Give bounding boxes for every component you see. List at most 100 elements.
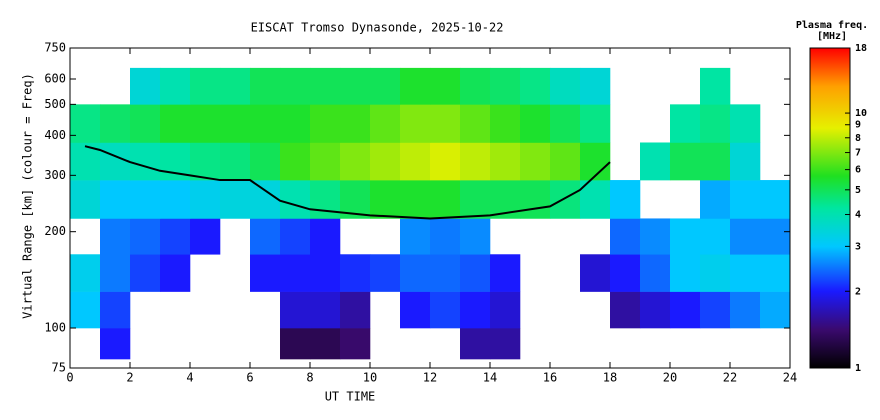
colorbar-tick-label: 3 [855, 241, 861, 252]
heatmap-cell [490, 67, 521, 105]
colorbar-tick-label: 6 [855, 165, 861, 176]
heatmap-cell [490, 291, 521, 329]
x-tick-label: 14 [483, 371, 497, 385]
x-tick-label: 22 [723, 371, 737, 385]
heatmap-cell [130, 67, 161, 105]
heatmap-cell [550, 104, 581, 143]
y-tick-label: 500 [44, 97, 66, 111]
heatmap-cell [310, 291, 341, 329]
heatmap-cell [370, 180, 401, 219]
heatmap-cell [370, 104, 401, 143]
heatmap-cell [220, 67, 251, 105]
heatmap-cell [400, 291, 431, 329]
heatmap-cell [520, 67, 551, 105]
heatmap-cell [190, 142, 221, 181]
heatmap-cell [280, 328, 311, 360]
y-tick-label: 400 [44, 128, 66, 142]
heatmap-cell [670, 218, 701, 255]
heatmap-cell [130, 254, 161, 292]
heatmap-cell [490, 328, 521, 360]
heatmap-cell [460, 328, 491, 360]
heatmap-cell [700, 291, 731, 329]
heatmap-cell [340, 254, 371, 292]
colorbar-tick-label: 18 [855, 43, 867, 54]
heatmap-cell [370, 142, 401, 181]
heatmap-cell [160, 218, 191, 255]
heatmap-cell [340, 67, 371, 105]
heatmap-cell [610, 291, 641, 329]
x-tick-label: 20 [663, 371, 677, 385]
heatmap-cell [730, 142, 761, 181]
heatmap-cell [700, 142, 731, 181]
heatmap-cell [550, 180, 581, 219]
y-axis-label: Virtual Range [km] (colour = Freq) [21, 73, 35, 319]
heatmap-cell [280, 180, 311, 219]
colorbar-tick-label: 1 [855, 363, 861, 374]
heatmap-cell [700, 67, 731, 105]
heatmap-cell [580, 142, 611, 181]
heatmap-cell [610, 254, 641, 292]
heatmap-cell [670, 104, 701, 143]
heatmap-cell [520, 180, 551, 219]
heatmap-cell [430, 254, 461, 292]
heatmap-cell [250, 142, 281, 181]
heatmap-cell [460, 254, 491, 292]
heatmap-cell [280, 291, 311, 329]
y-tick-label: 75 [52, 361, 66, 375]
heatmap-cell [160, 180, 191, 219]
heatmap-cell [310, 67, 341, 105]
heatmap-cell [400, 254, 431, 292]
x-tick-label: 4 [186, 371, 193, 385]
colorbar-tick-label: 10 [855, 108, 867, 119]
heatmap-cell [640, 254, 671, 292]
heatmap-cell [280, 142, 311, 181]
x-tick-label: 16 [543, 371, 557, 385]
heatmap-cell [280, 254, 311, 292]
heatmap-cell [580, 67, 611, 105]
heatmap-cell [70, 254, 101, 292]
heatmap-cell [700, 104, 731, 143]
heatmap-cell [250, 67, 281, 105]
y-tick-label: 100 [44, 321, 66, 335]
heatmap-cell [100, 291, 131, 329]
heatmap-cell [730, 104, 761, 143]
heatmap-cell [580, 104, 611, 143]
heatmap-cell [220, 180, 251, 219]
heatmap-cell [760, 291, 791, 329]
heatmap-cell [640, 291, 671, 329]
heatmap-cell [310, 142, 341, 181]
heatmap-cell [730, 218, 761, 255]
heatmap-cell [730, 180, 761, 219]
heatmap-cell [730, 254, 761, 292]
heatmap-cell [100, 180, 131, 219]
x-tick-label: 24 [783, 371, 797, 385]
heatmap-cell [490, 104, 521, 143]
heatmap-cell [130, 104, 161, 143]
heatmap-cell [430, 291, 461, 329]
heatmap-cell [520, 104, 551, 143]
heatmap-cell [70, 180, 101, 219]
colorbar [809, 47, 851, 369]
colorbar-tick-label: 5 [855, 185, 861, 196]
x-tick-label: 0 [66, 371, 73, 385]
heatmap-cell [220, 104, 251, 143]
colorbar-unit: [MHz] [817, 31, 847, 42]
heatmap-cell [190, 218, 221, 255]
heatmap-cell [130, 218, 161, 255]
heatmap-cell [430, 67, 461, 105]
heatmap-cell [340, 142, 371, 181]
heatmap-cell [250, 218, 281, 255]
x-tick-label: 18 [603, 371, 617, 385]
heatmap-cell [250, 254, 281, 292]
heatmap-cell [700, 254, 731, 292]
heatmap-cell [400, 142, 431, 181]
trace-line [84, 145, 611, 220]
heatmap-cell [340, 291, 371, 329]
y-tick-label: 750 [44, 41, 66, 55]
x-tick-label: 10 [363, 371, 377, 385]
heatmap-cell [100, 142, 131, 181]
heatmap-cell [430, 104, 461, 143]
heatmap-cell [400, 67, 431, 105]
heatmap-cell [670, 142, 701, 181]
